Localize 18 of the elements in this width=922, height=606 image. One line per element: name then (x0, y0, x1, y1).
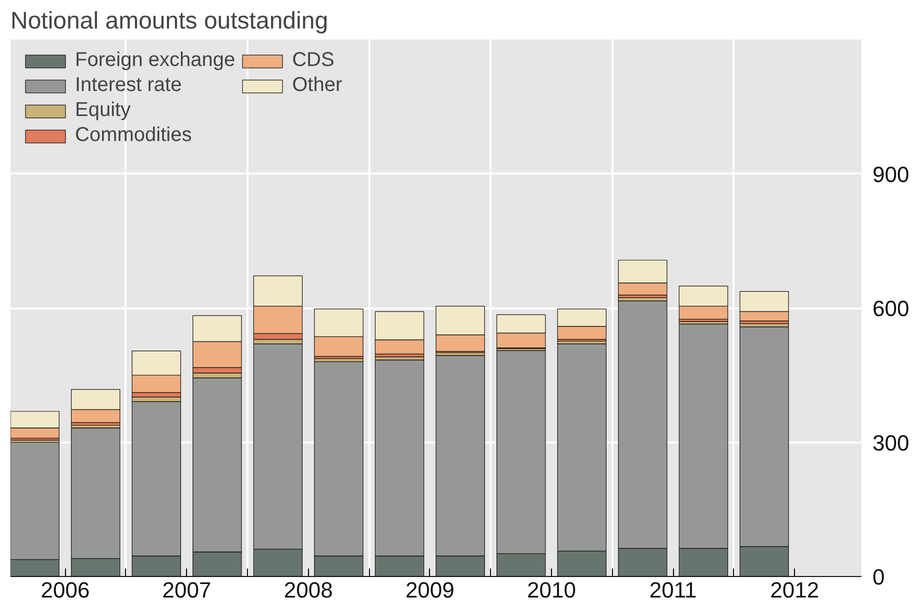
x-tick-label: 2010 (527, 578, 576, 602)
legend-label: Equity (75, 99, 131, 122)
x-tick-label: 2011 (649, 578, 697, 602)
chart-title: Notional amounts outstanding (10, 8, 328, 34)
legend-label: Commodities (75, 124, 192, 147)
x-tick-label: 2009 (405, 578, 454, 602)
y-tick-label: 300 (872, 430, 910, 456)
x-tick-label: 2007 (162, 578, 212, 602)
y-tick-label: 900 (872, 162, 910, 187)
y-tick-label: 600 (872, 296, 910, 321)
legend-label: Foreign exchange (75, 49, 236, 72)
legend-label: Interest rate (75, 74, 182, 97)
x-tick-label: 2006 (40, 578, 90, 602)
y-tick-label: 0 (872, 564, 885, 590)
legend-label: CDS (292, 49, 334, 72)
x-tick-label: 2008 (284, 578, 333, 602)
legend-label: Other (292, 74, 342, 97)
x-tick-label: 2012 (770, 578, 820, 602)
